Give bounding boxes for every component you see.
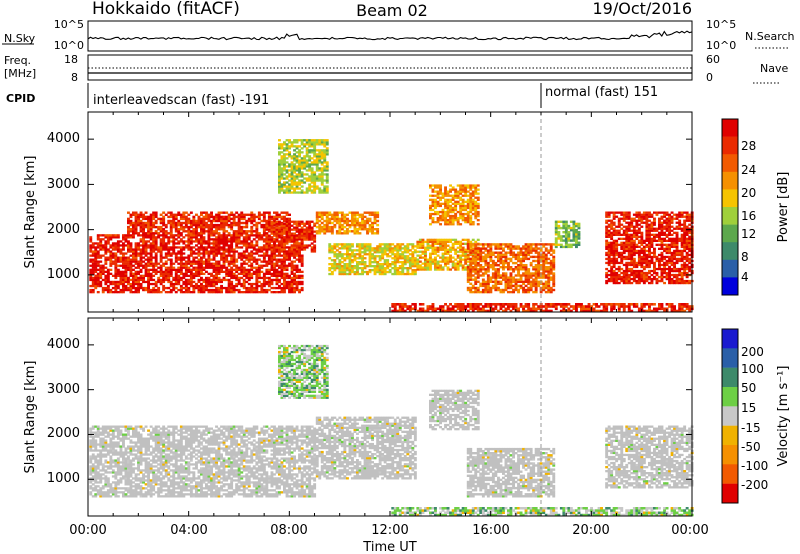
- power-cbar-tick-28: 28: [741, 139, 756, 153]
- cpid-label: CPID: [6, 92, 35, 105]
- power-colorbar: 28 24 20 16 12 8 4 Power [dB]: [721, 118, 791, 296]
- vel-y-tick-2000: 2000: [47, 426, 80, 441]
- region-0: [89, 425, 317, 498]
- vel-y-tick-4000: 4000: [47, 337, 80, 352]
- date-title: 19/Oct/2016: [592, 0, 692, 18]
- x-tick-0000: 00:00: [69, 523, 106, 538]
- nave-label: Nave: [760, 62, 788, 75]
- region-2: [265, 220, 317, 253]
- noise-left-label: N.Sky: [4, 32, 36, 45]
- noise-left-tick-top: 10^5: [54, 18, 84, 31]
- region-1: [315, 416, 417, 480]
- power-cbar-tick-12: 12: [741, 227, 756, 241]
- vel-cbar-tick-m50: -50: [741, 440, 761, 454]
- power-cbar-label: Power [dB]: [776, 172, 791, 243]
- vel-cbar-tick-100: 100: [741, 362, 764, 376]
- region-11: [554, 220, 581, 249]
- power-cbar-tick-8: 8: [741, 250, 749, 264]
- cpid-row: CPID interleavedscan (fast) -191 normal …: [6, 83, 658, 108]
- vel-cbar-tick-50: 50: [741, 381, 756, 395]
- x-tick-2000: 20:00: [572, 523, 609, 538]
- station-title: Hokkaido (fitACF): [92, 0, 240, 19]
- power-colorbar-fill: [722, 119, 738, 296]
- vel-y-label: Slant Range [km]: [23, 361, 38, 474]
- velocity-ticks: [87, 318, 693, 516]
- x-tick-1200: 12:00: [371, 523, 408, 538]
- cpid-segment-1: interleavedscan (fast) -191: [93, 93, 269, 108]
- power-y-tick-4000: 4000: [47, 131, 80, 146]
- power-cbar-tick-20: 20: [741, 186, 756, 200]
- x-axis-label: Time UT: [362, 540, 416, 554]
- freq-left-tick-top: 18: [64, 53, 78, 66]
- power-cbar-tick-24: 24: [741, 163, 756, 177]
- region-5: [429, 184, 480, 226]
- region-7: [466, 243, 556, 294]
- region-3: [315, 211, 380, 235]
- x-tick-2400: 00:00: [671, 523, 708, 538]
- power-panel: 4000 3000 2000 1000 Slant Range [km]: [23, 111, 694, 313]
- region-3: [466, 447, 556, 498]
- x-tick-0400: 04:00: [170, 523, 207, 538]
- power-y-tick-2000: 2000: [47, 222, 80, 237]
- power-cbar-tick-4: 4: [741, 270, 749, 284]
- power-y-label: Slant Range [km]: [23, 156, 38, 269]
- region-4: [605, 425, 694, 489]
- nave-right-tick-bottom: 0: [706, 71, 713, 84]
- noise-right-tick-bottom: 10^0: [706, 39, 736, 52]
- region-5: [278, 344, 329, 399]
- velocity-colorbar: 200 100 50 15 -15 -50 -100 -200 Velocity…: [721, 328, 791, 504]
- vel-cbar-tick-m200: -200: [741, 478, 768, 492]
- power-y-tick-1000: 1000: [47, 267, 80, 282]
- noise-trace: [87, 30, 693, 41]
- cpid-segment-2: normal (fast) 151: [545, 85, 658, 100]
- noise-left-tick-bottom: 10^0: [54, 39, 84, 52]
- region-2: [429, 389, 480, 431]
- x-tick-1600: 16:00: [472, 523, 509, 538]
- velocity-cbar-label: Velocity [m s⁻¹]: [776, 366, 791, 467]
- velocity-panel: 4000 3000 2000 1000 Slant Range [km]: [23, 317, 694, 517]
- noise-right-tick-top: 10^5: [706, 18, 736, 31]
- nave-right-tick-top: 60: [706, 53, 720, 66]
- freq-label-line1: Freq.: [4, 54, 31, 67]
- vel-y-tick-3000: 3000: [47, 382, 80, 397]
- region-10: [391, 303, 694, 313]
- vel-y-tick-1000: 1000: [47, 471, 80, 486]
- freq-label-line2: [MHz]: [4, 67, 36, 80]
- freq-left-tick-bottom: 8: [71, 71, 78, 84]
- velocity-data: [89, 344, 694, 517]
- vel-cbar-tick-200: 200: [741, 345, 764, 359]
- vel-cbar-tick-15: 15: [741, 401, 756, 415]
- region-6: [391, 507, 694, 517]
- power-ticks: [87, 112, 693, 312]
- region-9: [278, 139, 329, 194]
- x-tick-0800: 08:00: [270, 523, 307, 538]
- power-y-tick-3000: 3000: [47, 177, 80, 192]
- region-4: [328, 243, 417, 276]
- x-axis: 00:00 04:00 08:00 12:00 16:00 20:00 00:0…: [69, 523, 708, 554]
- power-data: [89, 139, 694, 313]
- vel-cbar-tick-m15: -15: [741, 421, 761, 435]
- region-8: [605, 211, 694, 285]
- noise-panel: N.Sky 10^5 10^0 10^5 10^0 N.Search: [2, 18, 795, 52]
- freq-panel: Freq. [MHz] 18 8 60 0 Nave: [4, 53, 788, 84]
- noise-right-label: N.Search: [745, 30, 795, 43]
- velocity-colorbar-fill: [722, 329, 738, 504]
- region-0: [89, 234, 304, 294]
- power-cbar-tick-16: 16: [741, 209, 756, 223]
- beam-title: Beam 02: [356, 1, 428, 20]
- vel-cbar-tick-m100: -100: [741, 459, 768, 473]
